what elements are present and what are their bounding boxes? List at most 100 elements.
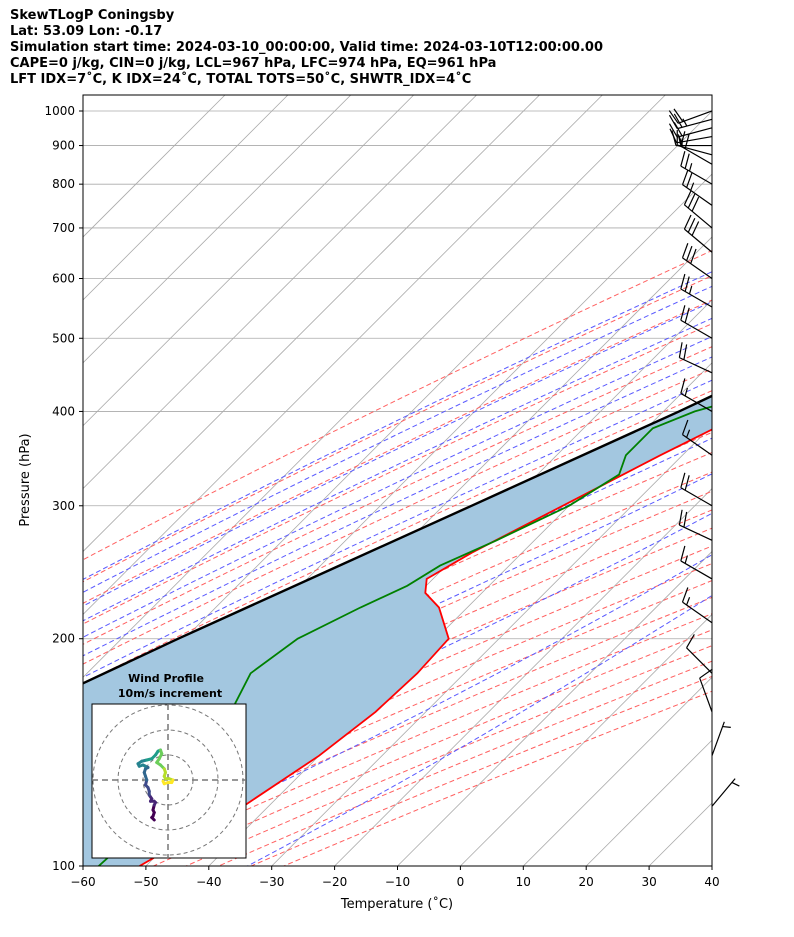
wind-barb-flag bbox=[683, 214, 692, 230]
wind-barb bbox=[680, 273, 713, 308]
isotherm-line bbox=[711, 865, 712, 866]
wind-barb-halfflag bbox=[731, 781, 740, 787]
y-tick-label: 100 bbox=[52, 859, 75, 873]
wind-barb bbox=[711, 721, 731, 756]
hodograph-clip-group bbox=[92, 704, 246, 858]
x-tick-label: −20 bbox=[322, 875, 347, 889]
wind-barb-halfflag bbox=[686, 429, 691, 438]
moist-adiabat bbox=[83, 512, 712, 819]
wind-barb-flag bbox=[680, 378, 686, 394]
wind-barb-staff bbox=[682, 601, 713, 624]
wind-barb-staff bbox=[680, 288, 713, 308]
wind-barb-halfflag bbox=[684, 555, 688, 564]
wind-barb-flag bbox=[686, 245, 693, 261]
wind-barb-flag bbox=[684, 307, 690, 323]
wind-barb-flag bbox=[683, 344, 688, 360]
wind-barb-flag bbox=[671, 130, 677, 146]
wind-barb-halfflag bbox=[688, 163, 693, 172]
isotherm-line bbox=[83, 95, 289, 301]
wind-barb-halfflag bbox=[678, 137, 682, 146]
hodograph-subtitle: 10m/s increment bbox=[118, 687, 222, 700]
wind-barb-flag bbox=[686, 172, 693, 188]
wind-barb-halfflag bbox=[688, 285, 693, 295]
header-location: Lat: 53.09 Lon: -0.17 bbox=[10, 24, 163, 39]
isotherm-line bbox=[83, 95, 414, 427]
wind-barb-flag bbox=[683, 190, 692, 206]
wind-barb bbox=[680, 131, 713, 165]
wind-barb-flag bbox=[680, 151, 686, 167]
axes: −60 −50 −40 −30 −20 −10 0 10 20 30 40 1000 900 800 700… bbox=[44, 94, 720, 889]
wind-barb-flag bbox=[673, 108, 684, 122]
wind-barb-flag bbox=[699, 668, 713, 679]
wind-barb bbox=[681, 243, 713, 279]
parcel-profile-line bbox=[83, 394, 712, 685]
wind-barb-staff bbox=[684, 228, 713, 253]
wind-barb-flag bbox=[680, 131, 686, 147]
wind-barb-flag bbox=[681, 169, 689, 185]
wind-barb-flag bbox=[673, 122, 683, 137]
wind-barb-flag bbox=[668, 123, 678, 138]
wind-barb-halfflag bbox=[677, 134, 683, 143]
wind-barb bbox=[686, 634, 713, 674]
isotherm-line bbox=[585, 739, 712, 866]
wind-barb-staff bbox=[680, 392, 713, 412]
wind-barb-flag bbox=[680, 472, 686, 488]
wind-barb-flag bbox=[684, 276, 690, 292]
x-tick-label: 30 bbox=[641, 875, 656, 889]
wind-barb-flag bbox=[680, 273, 686, 290]
wind-barb-staff bbox=[682, 257, 713, 279]
y-tick-label: 600 bbox=[52, 271, 75, 285]
y-tick-label: 200 bbox=[52, 632, 75, 646]
isotherm-line bbox=[648, 802, 712, 866]
isotherm-line bbox=[83, 95, 477, 490]
wind-barb bbox=[680, 545, 713, 580]
wind-barb-staff bbox=[677, 127, 713, 138]
x-tick-label: 20 bbox=[579, 875, 594, 889]
wind-barb-flag bbox=[668, 110, 679, 124]
wind-barb-flag bbox=[686, 634, 695, 649]
isotherm-line bbox=[334, 488, 712, 866]
wind-barb-flag bbox=[681, 419, 689, 435]
wind-barb-flag bbox=[687, 218, 696, 233]
wind-barb-staff bbox=[679, 524, 713, 541]
y-tick-label: 900 bbox=[52, 139, 75, 153]
wind-barb-staff bbox=[682, 184, 713, 206]
wind-barb-flag bbox=[673, 113, 683, 128]
wind-barb-staff bbox=[711, 721, 725, 756]
wind-barb-flag bbox=[680, 305, 686, 321]
chart-header: SkewTLogP Coningsby Lat: 53.09 Lon: -0.1… bbox=[10, 8, 603, 88]
wind-barbs bbox=[668, 108, 740, 807]
dry-adiabat bbox=[83, 509, 712, 791]
moist-adiabat bbox=[83, 473, 712, 772]
wind-barb-flag bbox=[684, 153, 690, 169]
wind-barb bbox=[681, 587, 713, 624]
wind-barb-staff bbox=[680, 145, 713, 165]
isotherm-line bbox=[523, 676, 712, 866]
wind-barb-flag bbox=[683, 511, 688, 528]
hodograph bbox=[91, 703, 247, 859]
wind-barb-staff bbox=[677, 118, 713, 130]
wind-barb-staff bbox=[684, 204, 713, 229]
isotherm-line bbox=[460, 613, 712, 866]
wind-barb-staff bbox=[682, 434, 713, 456]
y-axis-label: Pressure (hPa) bbox=[18, 433, 33, 526]
wind-barb bbox=[680, 378, 713, 412]
x-tick-label: 10 bbox=[516, 875, 531, 889]
dry-adiabat bbox=[83, 545, 712, 823]
header-indices-2: LFT IDX=7˚C, K IDX=24˚C, TOTAL TOTS=50˚C… bbox=[10, 72, 472, 87]
wind-barb-flag bbox=[678, 509, 683, 526]
wind-barb-flag bbox=[691, 196, 700, 212]
wind-barb-staff bbox=[711, 778, 736, 807]
hodograph-segment bbox=[161, 779, 166, 786]
wind-barb-flag bbox=[681, 243, 689, 259]
wind-barb-staff bbox=[686, 647, 713, 674]
x-tick-label: −40 bbox=[196, 875, 221, 889]
dewpoint-profile-line bbox=[98, 405, 712, 866]
y-tick-label: 500 bbox=[52, 331, 75, 345]
y-tick-label: 400 bbox=[52, 404, 75, 418]
wind-barb bbox=[681, 169, 713, 206]
wind-barb bbox=[680, 151, 713, 185]
wind-barb-flag bbox=[684, 133, 690, 149]
y-tick-label: 1000 bbox=[44, 104, 75, 118]
isotherm-line bbox=[83, 95, 226, 238]
